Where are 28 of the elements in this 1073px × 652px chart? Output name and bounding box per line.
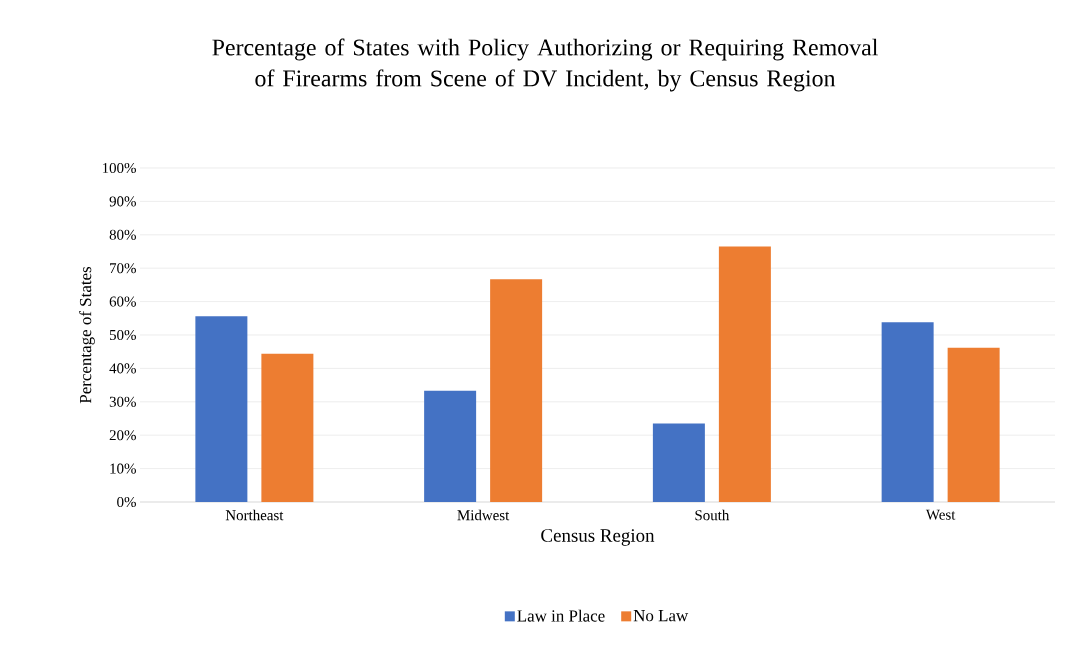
bar <box>652 423 705 502</box>
y-tick-label: 30% <box>109 396 136 407</box>
x-tick-label: Northeast <box>225 509 284 521</box>
bar <box>490 279 543 502</box>
bar <box>881 322 934 502</box>
y-tick-label: 100% <box>102 162 136 174</box>
x-tick-label: Midwest <box>457 509 510 521</box>
y-tick-label: 40% <box>109 363 136 374</box>
bar <box>718 246 771 502</box>
y-tick-label: 0% <box>117 496 136 508</box>
y-tick-label: 80% <box>109 229 136 240</box>
x-tick-label: South <box>695 509 730 521</box>
y-axis-title: Percentage of States <box>79 266 95 404</box>
x-axis-title: Census Region <box>541 529 655 546</box>
chart-title: Percentage of States with Policy Authorizing or Requiring Removal of Firearms from Scene of DV Incident, by Census Region <box>212 38 878 92</box>
bar <box>424 390 477 502</box>
y-tick-label: 90% <box>109 196 136 207</box>
y-tick-label: 10% <box>110 463 136 474</box>
y-tick-label: 60% <box>109 296 136 307</box>
y-tick-label: 20% <box>109 430 136 441</box>
y-tick-label: 50% <box>109 329 136 341</box>
bar <box>261 353 314 502</box>
bar <box>947 347 1000 502</box>
legend-label: No Law <box>633 610 689 622</box>
x-tick-label: West <box>925 509 956 520</box>
y-tick-label: 70% <box>110 263 136 274</box>
bar <box>195 316 248 502</box>
legend-label: Law in Place <box>517 609 605 622</box>
